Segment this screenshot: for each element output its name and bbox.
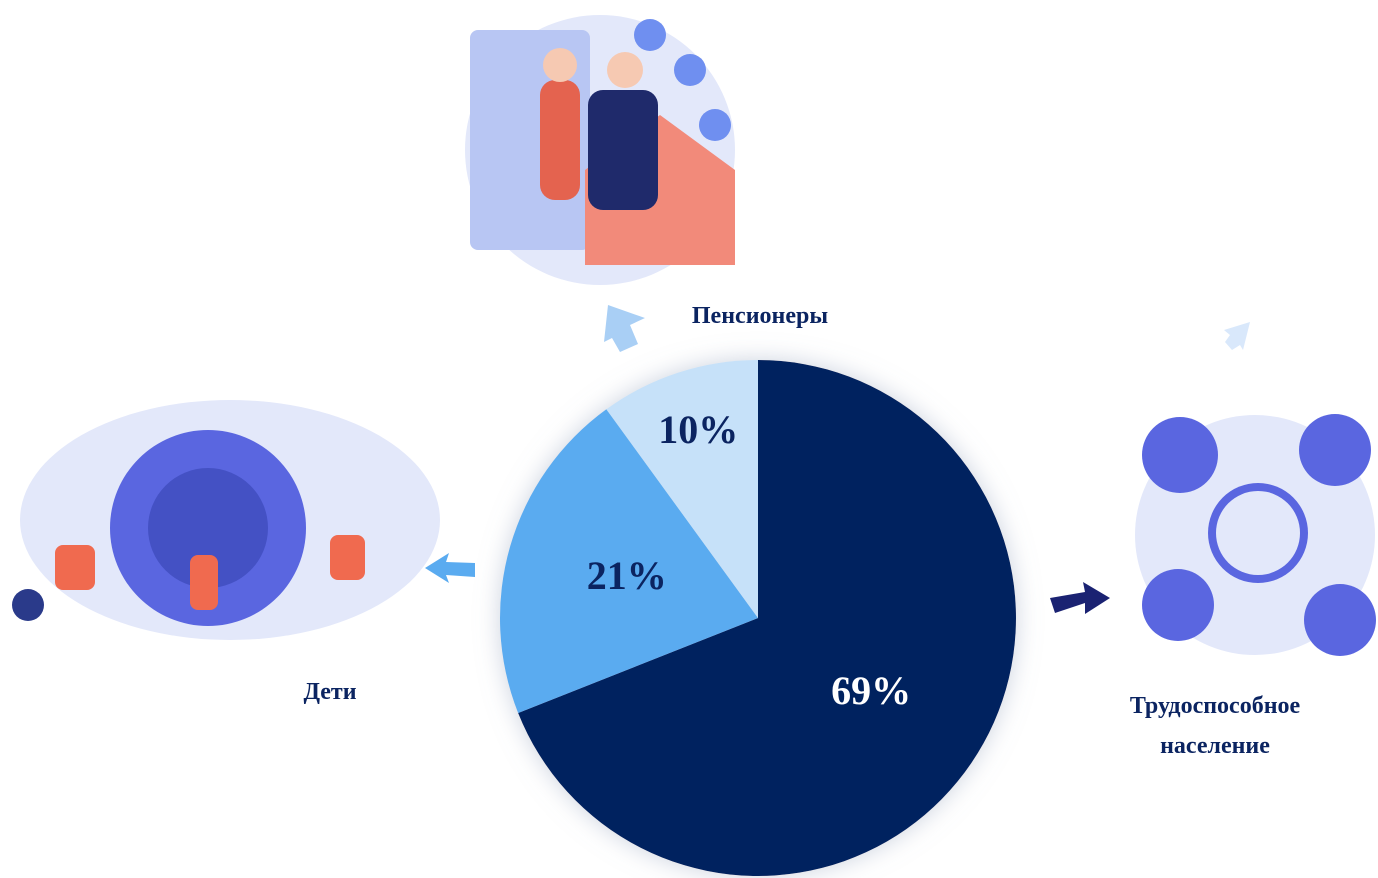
arrow [1050,582,1110,614]
illustration-pensioners [465,15,735,285]
pie-slice [606,360,758,618]
slice-label: 10% [658,407,738,452]
category-label: Пенсионеры [691,303,829,329]
category-label: Трудоспособное население [1129,693,1301,759]
pie-slice [500,409,758,713]
arrow [425,553,475,583]
illustration-workers [1135,414,1376,656]
illustration-children [12,400,440,640]
arrow [604,305,645,352]
category-label: Дети [303,679,357,705]
arrow [1224,322,1250,350]
slice-label: 21% [587,553,667,598]
pie [500,360,1017,876]
pie-slice [518,360,1017,876]
slice-label: 69% [831,668,911,713]
